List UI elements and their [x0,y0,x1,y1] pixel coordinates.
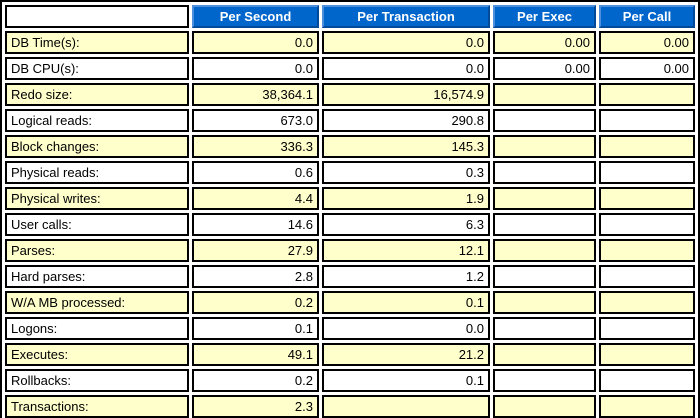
per-transaction-cell [322,395,490,418]
per-exec-cell [493,161,596,184]
per-exec-cell [493,369,596,392]
per-exec-cell [493,265,596,288]
per-second-cell: 14.6 [192,213,319,236]
row-label-cell: DB CPU(s): [5,57,189,80]
per-second-cell: 0.2 [192,369,319,392]
per-transaction-cell: 0.0 [322,57,490,80]
per-transaction-cell: 1.9 [322,187,490,210]
per-call-cell [599,369,695,392]
per-exec-cell [493,317,596,340]
table-row: Hard parses: 2.8 1.2 [5,265,695,288]
per-call-cell: 0.00 [599,57,695,80]
col-header-per-exec: Per Exec [493,5,596,28]
per-exec-cell [493,135,596,158]
per-call-cell [599,83,695,106]
per-exec-cell [493,83,596,106]
per-second-cell: 0.6 [192,161,319,184]
table-row: Logical reads: 673.0 290.8 [5,109,695,132]
corner-cell [5,5,189,28]
per-second-cell: 0.2 [192,291,319,314]
per-transaction-cell: 0.3 [322,161,490,184]
per-transaction-cell: 1.2 [322,265,490,288]
per-transaction-cell: 21.2 [322,343,490,366]
per-transaction-cell: 290.8 [322,109,490,132]
per-transaction-cell: 12.1 [322,239,490,262]
per-exec-cell [493,213,596,236]
per-second-cell: 0.0 [192,57,319,80]
col-header-per-transaction: Per Transaction [322,5,490,28]
header-row: Per Second Per Transaction Per Exec Per … [5,5,695,28]
table-row: Executes: 49.1 21.2 [5,343,695,366]
per-call-cell [599,265,695,288]
row-label-cell: Logons: [5,317,189,340]
per-second-cell: 2.3 [192,395,319,418]
per-transaction-cell: 145.3 [322,135,490,158]
table-row: Physical writes: 4.4 1.9 [5,187,695,210]
table-row: User calls: 14.6 6.3 [5,213,695,236]
per-second-cell: 0.1 [192,317,319,340]
table-row: DB CPU(s): 0.0 0.0 0.00 0.00 [5,57,695,80]
per-second-cell: 27.9 [192,239,319,262]
row-label-cell: W/A MB processed: [5,291,189,314]
per-call-cell [599,317,695,340]
row-label-cell: Executes: [5,343,189,366]
row-label-cell: Transactions: [5,395,189,418]
per-exec-cell: 0.00 [493,31,596,54]
table-body: DB Time(s): 0.0 0.0 0.00 0.00 DB CPU(s):… [5,31,695,418]
per-exec-cell [493,109,596,132]
per-transaction-cell: 16,574.9 [322,83,490,106]
per-transaction-cell: 0.0 [322,31,490,54]
per-second-cell: 0.0 [192,31,319,54]
col-header-per-second: Per Second [192,5,319,28]
table-row: Rollbacks: 0.2 0.1 [5,369,695,392]
table-row: Transactions: 2.3 [5,395,695,418]
per-second-cell: 673.0 [192,109,319,132]
row-label-cell: DB Time(s): [5,31,189,54]
row-label-cell: Logical reads: [5,109,189,132]
row-label-cell: Rollbacks: [5,369,189,392]
per-call-cell [599,161,695,184]
row-label-cell: Hard parses: [5,265,189,288]
per-call-cell [599,135,695,158]
per-transaction-cell: 6.3 [322,213,490,236]
per-call-cell [599,109,695,132]
per-transaction-cell: 0.1 [322,369,490,392]
per-call-cell [599,239,695,262]
per-call-cell [599,395,695,418]
row-label-cell: User calls: [5,213,189,236]
per-transaction-cell: 0.0 [322,317,490,340]
row-label-cell: Block changes: [5,135,189,158]
per-exec-cell [493,239,596,262]
row-label-cell: Redo size: [5,83,189,106]
table-row: W/A MB processed: 0.2 0.1 [5,291,695,314]
row-label-cell: Physical writes: [5,187,189,210]
per-exec-cell [493,187,596,210]
row-label-cell: Parses: [5,239,189,262]
per-exec-cell: 0.00 [493,57,596,80]
per-second-cell: 336.3 [192,135,319,158]
per-second-cell: 49.1 [192,343,319,366]
per-second-cell: 4.4 [192,187,319,210]
table-row: Logons: 0.1 0.0 [5,317,695,340]
table-row: Block changes: 336.3 145.3 [5,135,695,158]
per-exec-cell [493,395,596,418]
per-exec-cell [493,291,596,314]
per-exec-cell [493,343,596,366]
per-call-cell: 0.00 [599,31,695,54]
col-header-per-call: Per Call [599,5,695,28]
per-second-cell: 2.8 [192,265,319,288]
per-call-cell [599,291,695,314]
per-transaction-cell: 0.1 [322,291,490,314]
per-second-cell: 38,364.1 [192,83,319,106]
table-row: Physical reads: 0.6 0.3 [5,161,695,184]
per-call-cell [599,187,695,210]
per-call-cell [599,343,695,366]
table-row: DB Time(s): 0.0 0.0 0.00 0.00 [5,31,695,54]
per-call-cell [599,213,695,236]
row-label-cell: Physical reads: [5,161,189,184]
table-row: Redo size: 38,364.1 16,574.9 [5,83,695,106]
table-row: Parses: 27.9 12.1 [5,239,695,262]
